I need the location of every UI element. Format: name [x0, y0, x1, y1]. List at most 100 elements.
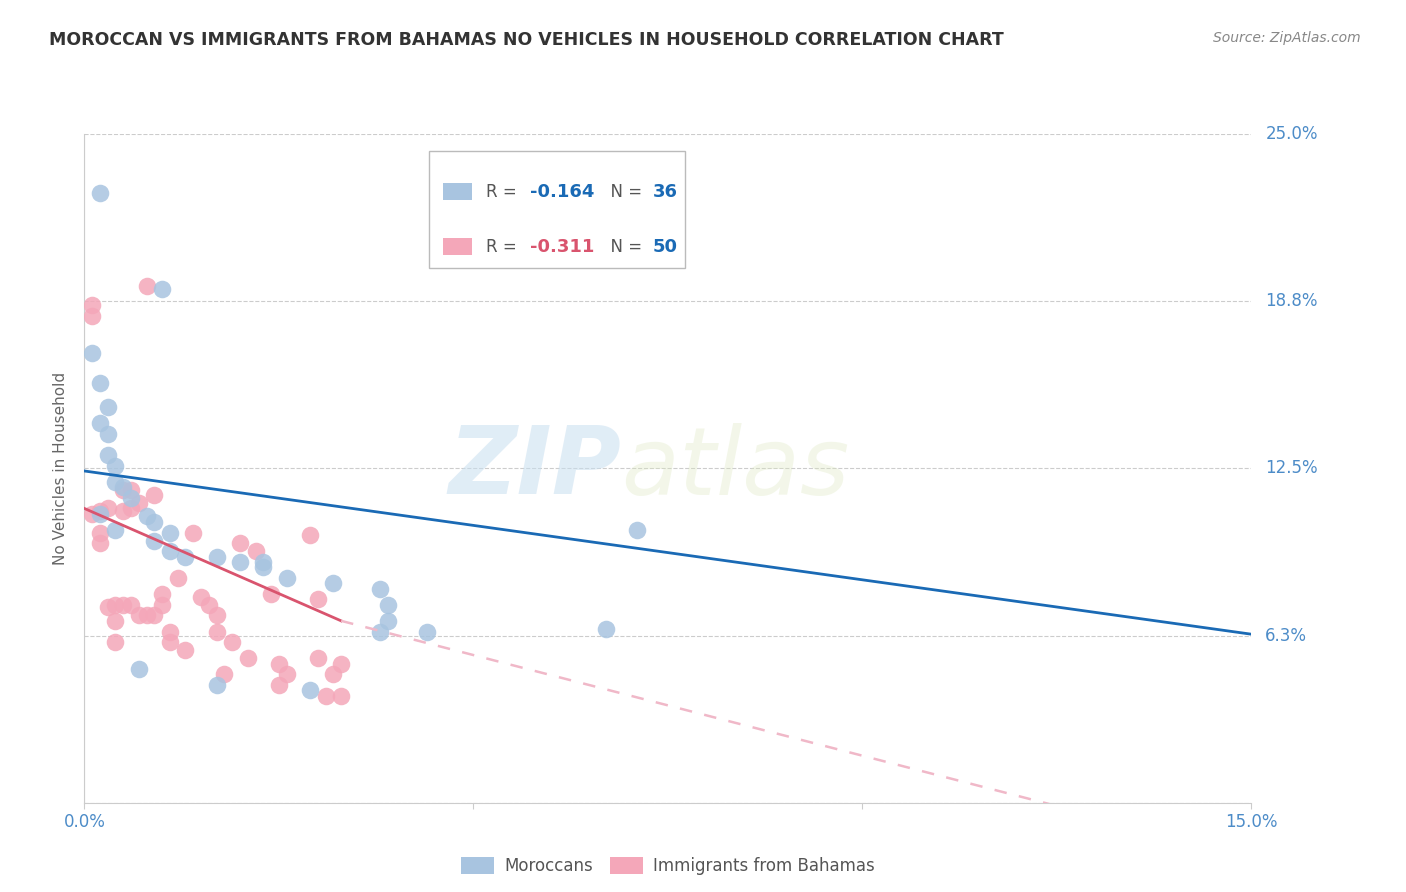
- Point: [245, 544, 267, 558]
- Point: [89, 536, 111, 550]
- Point: [128, 662, 150, 676]
- Point: [150, 282, 173, 296]
- Point: [128, 608, 150, 623]
- Point: [260, 587, 283, 601]
- Text: MOROCCAN VS IMMIGRANTS FROM BAHAMAS NO VEHICLES IN HOUSEHOLD CORRELATION CHART: MOROCCAN VS IMMIGRANTS FROM BAHAMAS NO V…: [49, 31, 1004, 49]
- Text: N =: N =: [600, 183, 648, 201]
- Point: [97, 501, 120, 516]
- Point: [267, 678, 290, 692]
- Point: [190, 590, 212, 604]
- Text: 36: 36: [652, 183, 678, 201]
- Point: [135, 279, 157, 293]
- Point: [112, 504, 135, 518]
- Point: [174, 549, 197, 564]
- Point: [143, 533, 166, 548]
- Point: [174, 643, 197, 657]
- Point: [97, 400, 120, 414]
- Point: [104, 458, 127, 473]
- Text: -0.311: -0.311: [530, 237, 595, 255]
- Point: [82, 298, 104, 312]
- Point: [112, 480, 135, 494]
- Point: [135, 608, 157, 623]
- Point: [307, 651, 329, 665]
- Point: [120, 491, 142, 505]
- Point: [97, 448, 120, 462]
- FancyBboxPatch shape: [429, 151, 685, 268]
- Point: [276, 667, 298, 681]
- Point: [267, 657, 290, 671]
- Point: [626, 523, 648, 537]
- Point: [181, 525, 204, 540]
- Bar: [443, 183, 472, 200]
- Point: [89, 186, 111, 200]
- Text: ZIP: ZIP: [449, 422, 621, 515]
- Text: N =: N =: [600, 237, 648, 255]
- Point: [104, 475, 127, 489]
- Text: 6.3%: 6.3%: [1265, 626, 1308, 645]
- Point: [143, 515, 166, 529]
- Point: [315, 689, 337, 703]
- Text: Source: ZipAtlas.com: Source: ZipAtlas.com: [1213, 31, 1361, 45]
- Point: [236, 651, 259, 665]
- Text: R =: R =: [486, 183, 522, 201]
- Point: [368, 582, 391, 596]
- Point: [159, 525, 181, 540]
- Text: 25.0%: 25.0%: [1265, 125, 1317, 143]
- Point: [252, 555, 274, 569]
- Point: [89, 504, 111, 518]
- Point: [112, 483, 135, 497]
- Point: [330, 657, 353, 671]
- Text: 50: 50: [652, 237, 678, 255]
- Point: [322, 576, 344, 591]
- Text: 18.8%: 18.8%: [1265, 292, 1317, 310]
- Text: R =: R =: [486, 237, 522, 255]
- Point: [205, 678, 228, 692]
- Point: [229, 555, 252, 569]
- Point: [159, 635, 181, 649]
- Text: -0.164: -0.164: [530, 183, 595, 201]
- Point: [104, 635, 127, 649]
- Point: [150, 598, 173, 612]
- Point: [128, 496, 150, 510]
- Point: [104, 598, 127, 612]
- Point: [307, 592, 329, 607]
- Point: [205, 549, 228, 564]
- Point: [198, 598, 221, 612]
- Point: [377, 614, 399, 628]
- Point: [368, 624, 391, 639]
- Point: [89, 376, 111, 390]
- Point: [298, 683, 321, 698]
- Point: [159, 624, 181, 639]
- Point: [298, 528, 321, 542]
- Point: [214, 667, 236, 681]
- Point: [135, 509, 157, 524]
- Point: [276, 571, 298, 585]
- Point: [166, 571, 188, 585]
- Point: [97, 426, 120, 441]
- Point: [120, 483, 142, 497]
- Point: [89, 416, 111, 430]
- Point: [330, 689, 353, 703]
- Point: [112, 598, 135, 612]
- Point: [229, 536, 252, 550]
- Point: [104, 523, 127, 537]
- Point: [595, 622, 617, 636]
- Point: [97, 600, 120, 615]
- Point: [252, 560, 274, 574]
- Point: [120, 598, 142, 612]
- Point: [377, 598, 399, 612]
- Point: [82, 507, 104, 521]
- Point: [143, 608, 166, 623]
- Legend: Moroccans, Immigrants from Bahamas: Moroccans, Immigrants from Bahamas: [454, 850, 882, 881]
- Point: [415, 624, 437, 639]
- Text: atlas: atlas: [621, 423, 849, 514]
- Point: [120, 501, 142, 516]
- Point: [82, 346, 104, 360]
- Point: [205, 624, 228, 639]
- Point: [89, 507, 111, 521]
- Point: [89, 525, 111, 540]
- Y-axis label: No Vehicles in Household: No Vehicles in Household: [53, 372, 69, 565]
- Point: [104, 614, 127, 628]
- Point: [221, 635, 243, 649]
- Point: [82, 309, 104, 323]
